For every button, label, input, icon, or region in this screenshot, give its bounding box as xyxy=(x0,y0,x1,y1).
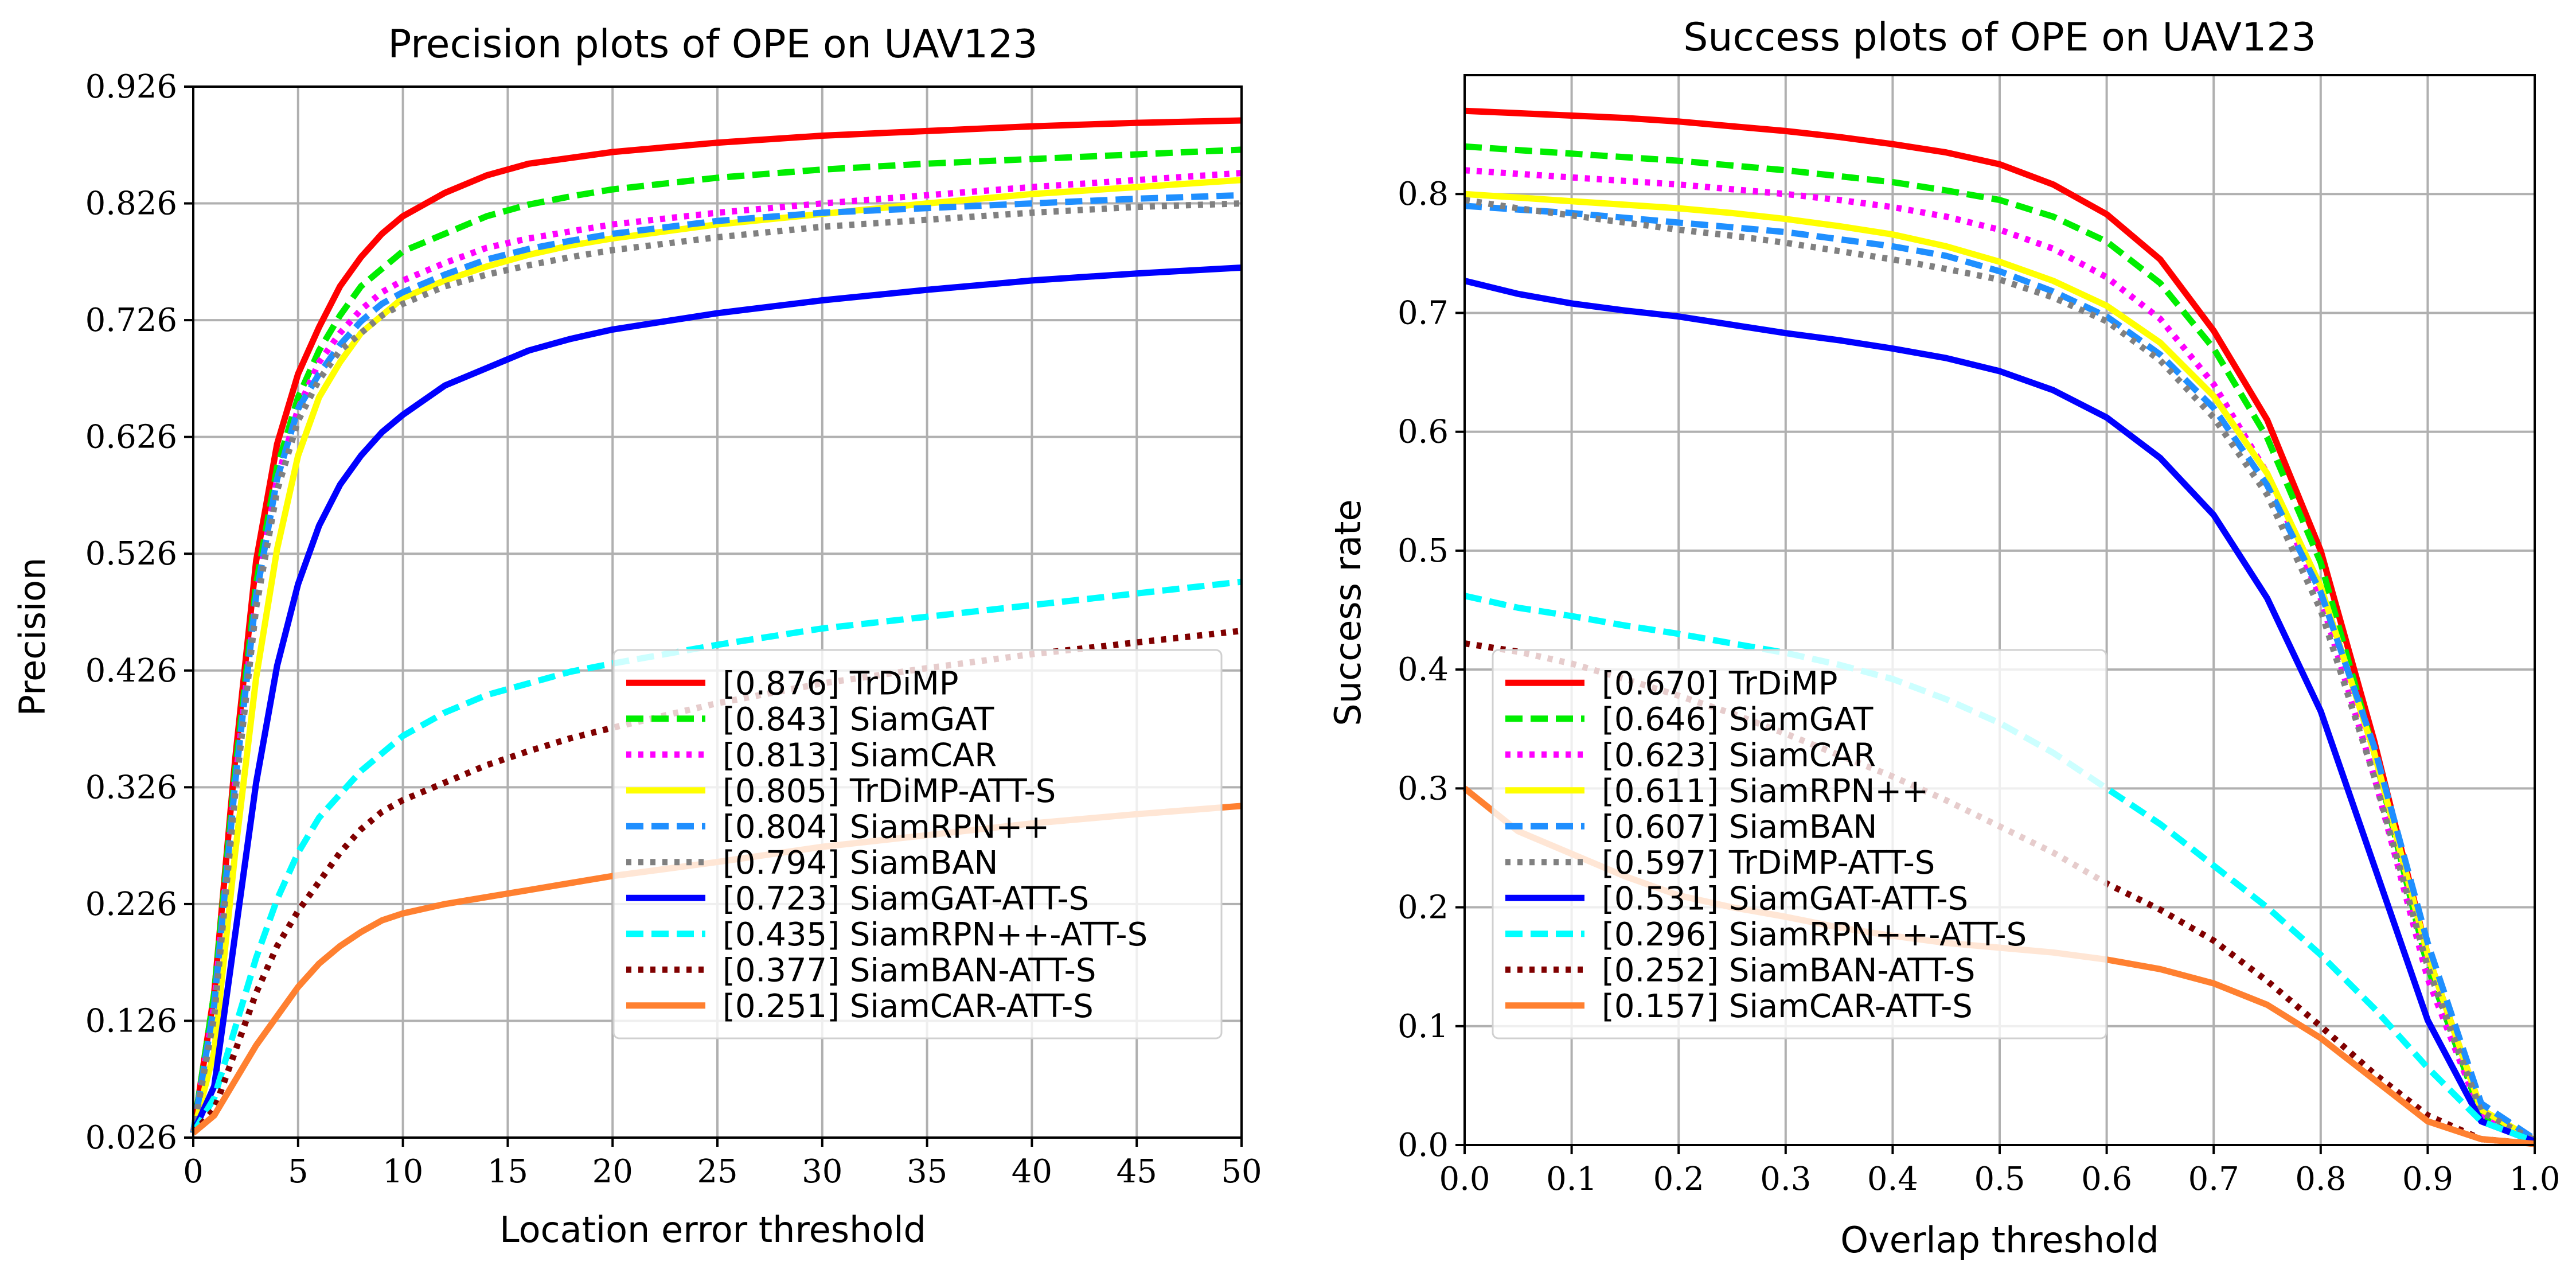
y-tick-label: 0.626 xyxy=(85,419,177,456)
series-line xyxy=(190,117,1242,1134)
series-line xyxy=(190,578,1242,1135)
x-tick-label: 45 xyxy=(1117,1153,1157,1190)
y-tick-label: 0.4 xyxy=(1398,651,1449,688)
legend-entry: [0.804] SiamRPN++ xyxy=(723,808,1049,846)
y-tick-label: 0.826 xyxy=(85,185,177,223)
x-tick-label: 0.6 xyxy=(2081,1161,2132,1198)
x-tick-label: 5 xyxy=(288,1153,309,1190)
series-lines xyxy=(1462,107,2537,1147)
x-tick-label: 50 xyxy=(1221,1153,1262,1190)
legend-entry: [0.723] SiamGAT-ATT-S xyxy=(723,880,1089,917)
legend-entry: [0.670] TrDiMP xyxy=(1602,665,1838,702)
x-tick-label: 0.1 xyxy=(1546,1161,1597,1198)
legend-entry: [0.597] TrDiMP-ATT-S xyxy=(1602,844,1935,882)
x-tick-label: 40 xyxy=(1012,1153,1052,1190)
legend-box xyxy=(1492,649,2107,1039)
legend-entry: [0.377] SiamBAN-ATT-S xyxy=(723,952,1096,989)
success-plot: Success plots of OPE on UAV123 Overlap t… xyxy=(1327,15,2561,1261)
y-tick-label: 0.726 xyxy=(85,302,177,339)
x-tick-label: 15 xyxy=(487,1153,528,1190)
x-tick-label: 0.4 xyxy=(1867,1161,1918,1198)
axis-ticks: 0 5 10 15 20 25 30 35 40 45 50 0.026 0.126 0.226 0.326… xyxy=(85,68,1262,1190)
legend: [0.876] TrDiMP[0.843] SiamGAT[0.813] Sia… xyxy=(612,649,1223,1039)
legend-entry: [0.531] SiamGAT-ATT-S xyxy=(1602,880,1968,917)
x-tick-label: 35 xyxy=(907,1153,947,1190)
series-line xyxy=(1463,278,2536,1144)
legend-entry: [0.157] SiamCAR-ATT-S xyxy=(1602,988,1973,1025)
legend-entry: [0.805] TrDiMP-ATT-S xyxy=(723,773,1056,810)
y-tick-label: 0.5 xyxy=(1398,532,1449,570)
y-tick-label: 0.126 xyxy=(85,1002,177,1039)
y-tick-label: 0.6 xyxy=(1398,414,1449,451)
x-tick-label: 30 xyxy=(802,1153,842,1190)
x-tick-label: 25 xyxy=(697,1153,737,1190)
legend-entry: [0.646] SiamGAT xyxy=(1602,701,1874,738)
y-tick-label: 0.426 xyxy=(85,652,177,690)
x-axis-label: Overlap threshold xyxy=(1840,1219,2159,1261)
x-axis-label: Location error threshold xyxy=(499,1209,926,1251)
x-tick-label: 0.2 xyxy=(1653,1161,1704,1198)
legend: [0.670] TrDiMP[0.646] SiamGAT[0.623] Sia… xyxy=(1492,649,2107,1039)
series-line xyxy=(190,264,1242,1135)
y-tick-label: 0.8 xyxy=(1398,176,1449,213)
x-tick-label: 0.3 xyxy=(1760,1161,1811,1198)
y-tick-label: 0.026 xyxy=(85,1119,177,1157)
legend-entry: [0.611] SiamRPN++ xyxy=(1602,773,1929,810)
axis-ticks: 0.0 0.1 0.2 0.3 0.4 0.5 0.6 0.7 0.8 0.9 1.0 0.0 0.1 0… xyxy=(1398,176,2561,1198)
legend-entry: [0.794] SiamBAN xyxy=(723,844,998,882)
legend-entry: [0.876] TrDiMP xyxy=(723,665,959,702)
x-tick-label: 1.0 xyxy=(2509,1161,2560,1198)
series-line xyxy=(1463,593,2536,1144)
y-tick-label: 0.2 xyxy=(1398,889,1449,926)
series-line xyxy=(1464,203,2537,1142)
y-tick-label: 0.226 xyxy=(85,886,177,923)
x-tick-label: 0.0 xyxy=(1439,1161,1490,1198)
precision-plot: Precision plots of OPE on UAV123 Locatio… xyxy=(11,22,1262,1251)
legend-box xyxy=(612,649,1223,1039)
x-tick-label: 10 xyxy=(383,1153,423,1190)
legend-entry: [0.813] SiamCAR xyxy=(723,737,997,774)
y-axis-label: Success rate xyxy=(1327,499,1369,726)
x-tick-label: 0.5 xyxy=(1974,1161,2025,1198)
y-tick-label: 0.926 xyxy=(85,68,177,106)
chart-title: Precision plots of OPE on UAV123 xyxy=(388,22,1037,67)
legend-entry: [0.843] SiamGAT xyxy=(723,701,994,738)
series-line xyxy=(190,192,1242,1134)
legend-entry: [0.435] SiamRPN++-ATT-S xyxy=(723,916,1148,953)
y-axis-label: Precision xyxy=(11,558,53,717)
x-tick-label: 0.8 xyxy=(2295,1161,2346,1198)
y-tick-label: 0.326 xyxy=(85,769,177,806)
legend-entry: [0.623] SiamCAR xyxy=(1602,737,1876,774)
legend-entry: [0.251] SiamCAR-ATT-S xyxy=(723,988,1094,1025)
y-tick-label: 0.0 xyxy=(1398,1127,1449,1164)
series-line xyxy=(1464,107,2536,1144)
legend-entry: [0.607] SiamBAN xyxy=(1602,808,1877,846)
y-tick-label: 0.7 xyxy=(1398,294,1449,332)
y-tick-label: 0.526 xyxy=(85,535,177,573)
series-line xyxy=(190,200,1242,1134)
y-tick-label: 0.3 xyxy=(1398,770,1449,807)
x-tick-label: 0.7 xyxy=(2188,1161,2239,1198)
x-tick-label: 0.9 xyxy=(2402,1161,2453,1198)
x-tick-label: 0 xyxy=(183,1153,204,1190)
x-tick-label: 20 xyxy=(592,1153,633,1190)
legend-entry: [0.296] SiamRPN++-ATT-S xyxy=(1602,916,2027,953)
chart-title: Success plots of OPE on UAV123 xyxy=(1683,15,2316,60)
y-tick-label: 0.1 xyxy=(1398,1008,1449,1045)
legend-entry: [0.252] SiamBAN-ATT-S xyxy=(1602,952,1975,989)
